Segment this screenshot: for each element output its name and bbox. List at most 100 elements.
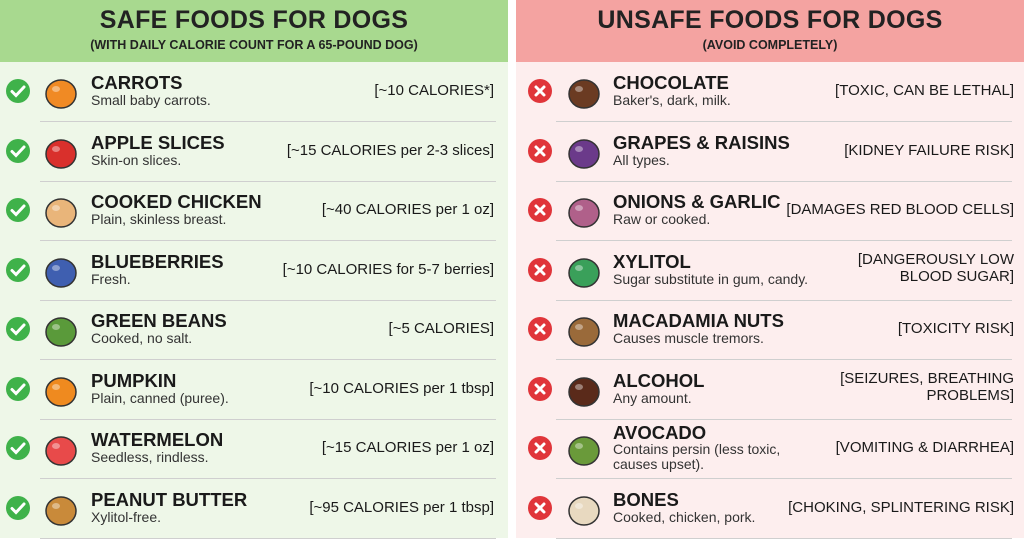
food-name: BONES	[613, 488, 679, 510]
check-badge	[6, 79, 30, 103]
row-separator	[556, 478, 1012, 479]
check-badge	[6, 198, 30, 222]
food-row: CHOCOLATE Baker's, dark, milk. [TOXIC, CAN…	[516, 62, 1024, 122]
calorie-note: [~95 CALORIES per 1 tbsp]	[309, 498, 494, 516]
row-separator	[40, 299, 496, 301]
food-name: AVOCADO	[613, 422, 707, 443]
risk-note: [KIDNEY FAILURE RISK]	[844, 141, 1014, 159]
cross-badge	[528, 138, 552, 163]
calorie-note: [~10 CALORIES*]	[374, 82, 494, 99]
row-separator	[40, 478, 496, 479]
food-icon	[45, 495, 77, 526]
risk-note: [SEIZURES, BREATHING PROBLEMS]	[840, 369, 1014, 404]
food-row: AVOCADO Contains persin (less toxic, caus…	[516, 419, 1024, 479]
row-separator	[40, 359, 496, 360]
food-name: ONIONS & GARLIC	[613, 191, 781, 212]
unsafe-title: UNSAFE FOODS FOR DOGS	[597, 6, 943, 34]
food-name: COOKED CHICKEN	[91, 191, 262, 212]
food-name: ALCOHOL	[613, 369, 705, 391]
row-separator	[40, 240, 496, 241]
calorie-note: [~15 CALORIES per 1 oz]	[321, 439, 494, 456]
safe-panel: SAFE FOODS FOR DOGS (WITH DAILY CALORIE …	[0, 0, 508, 539]
food-description: Fresh.	[91, 270, 131, 287]
calorie-note: [~40 CALORIES per 1 oz]	[321, 201, 494, 218]
check-badge	[6, 436, 30, 460]
risk-note: [VOMITING & DIARRHEA]	[835, 439, 1014, 456]
risk-note: [TOXICITY RISK]	[897, 320, 1014, 337]
cross-badge	[528, 198, 552, 222]
food-icon	[45, 79, 77, 109]
food-name: CARROTS	[91, 72, 183, 93]
food-row: ALCOHOL Any amount. [SEIZURES, BREATHING P…	[516, 360, 1024, 420]
food-row: BONES Cooked, chicken, pork. [CHOKING, SPL…	[516, 479, 1024, 539]
risk-note: [TOXIC, CAN BE LETHAL]	[835, 82, 1014, 99]
cross-badge	[528, 436, 552, 460]
food-icon	[45, 317, 77, 347]
food-icon	[45, 198, 77, 228]
check-badge	[6, 376, 30, 401]
calorie-note: [~10 CALORIES for 5-7 berries]	[282, 260, 494, 278]
food-icon	[45, 376, 77, 407]
food-name: APPLE SLICES	[91, 131, 225, 153]
check-badge	[6, 495, 30, 520]
food-row: GRAPES & RAISINS All types. [KIDNEY FAILUR…	[516, 122, 1024, 182]
food-icon	[45, 436, 77, 466]
food-description: Raw or cooked.	[613, 211, 711, 227]
food-description: Seedless, rindless.	[91, 449, 209, 465]
risk-note: [DAMAGES RED BLOOD CELLS]	[786, 201, 1014, 218]
safe-title: SAFE FOODS FOR DOGS	[99, 6, 409, 34]
food-row: APPLE SLICES Skin-on slices. [~15 CALORIES…	[0, 122, 508, 182]
check-badge	[6, 257, 30, 282]
food-name: WATERMELON	[91, 429, 224, 450]
food-row: COOKED CHICKEN Plain, skinless breast. [~4…	[0, 181, 508, 241]
cross-badge	[528, 495, 552, 520]
row-separator	[556, 299, 1012, 301]
row-separator	[556, 121, 1012, 122]
food-icon	[568, 436, 600, 466]
food-description: Any amount.	[613, 389, 692, 406]
calorie-note: [~10 CALORIES per 1 tbsp]	[309, 379, 494, 397]
row-separator	[556, 359, 1012, 360]
safe-subtitle: (WITH DAILY CALORIE COUNT FOR A 65-POUND…	[90, 38, 418, 52]
food-name: CHOCOLATE	[613, 72, 729, 93]
food-row: BLUEBERRIES Fresh. [~10 CALORIES for 5-7 b…	[0, 241, 508, 301]
cross-badge	[528, 257, 552, 282]
food-row: XYLITOL Sugar substitute in gum, candy. [D…	[516, 241, 1024, 301]
food-icon	[568, 317, 600, 347]
food-name: PUMPKIN	[91, 369, 177, 391]
food-row: GREEN BEANS Cooked, no salt. [~5 CALORIES]	[0, 300, 508, 360]
food-name: PEANUT BUTTER	[91, 488, 248, 510]
check-badge	[6, 138, 30, 163]
risk-note: [DANGEROUSLY LOW BLOOD SUGAR]	[857, 250, 1014, 285]
food-name: GREEN BEANS	[91, 310, 227, 331]
food-name: XYLITOL	[613, 250, 691, 272]
food-name: BLUEBERRIES	[91, 250, 224, 272]
food-description: Sugar substitute in gum, candy.	[613, 270, 809, 287]
food-name: MACADAMIA NUTS	[613, 310, 784, 331]
food-description: Xylitol-free.	[91, 508, 162, 525]
row-separator	[40, 121, 496, 122]
food-description: Small baby carrots.	[91, 92, 211, 108]
food-description: Baker's, dark, milk.	[613, 92, 731, 108]
food-icon	[568, 138, 600, 169]
food-description: Plain, canned (puree).	[91, 389, 229, 406]
calorie-note: [~5 CALORIES]	[388, 320, 494, 337]
food-description: Contains persin (less toxic, causes upse…	[613, 441, 781, 472]
cross-badge	[528, 79, 552, 103]
food-row: ONIONS & GARLIC Raw or cooked. [DAMAGES RE…	[516, 181, 1024, 241]
food-row: WATERMELON Seedless, rindless. [~15 CALORI…	[0, 419, 508, 479]
check-badge	[6, 317, 30, 341]
food-icon	[45, 138, 77, 169]
food-icon	[568, 376, 600, 407]
food-description: Causes muscle tremors.	[613, 330, 764, 346]
food-description: All types.	[613, 151, 670, 168]
food-icon	[568, 495, 600, 526]
food-row: CARROTS Small baby carrots. [~10 CALORIES*…	[0, 62, 508, 122]
row-separator	[556, 180, 1012, 182]
row-separator	[40, 418, 496, 420]
safe-header: SAFE FOODS FOR DOGS (WITH DAILY CALORIE …	[0, 0, 508, 62]
unsafe-subtitle: (AVOID COMPLETELY)	[702, 38, 838, 52]
calorie-note: [~15 CALORIES per 2-3 slices]	[286, 141, 494, 159]
food-description: Cooked, chicken, pork.	[613, 508, 756, 525]
unsafe-header: UNSAFE FOODS FOR DOGS (AVOID COMPLETELY)	[516, 0, 1024, 62]
